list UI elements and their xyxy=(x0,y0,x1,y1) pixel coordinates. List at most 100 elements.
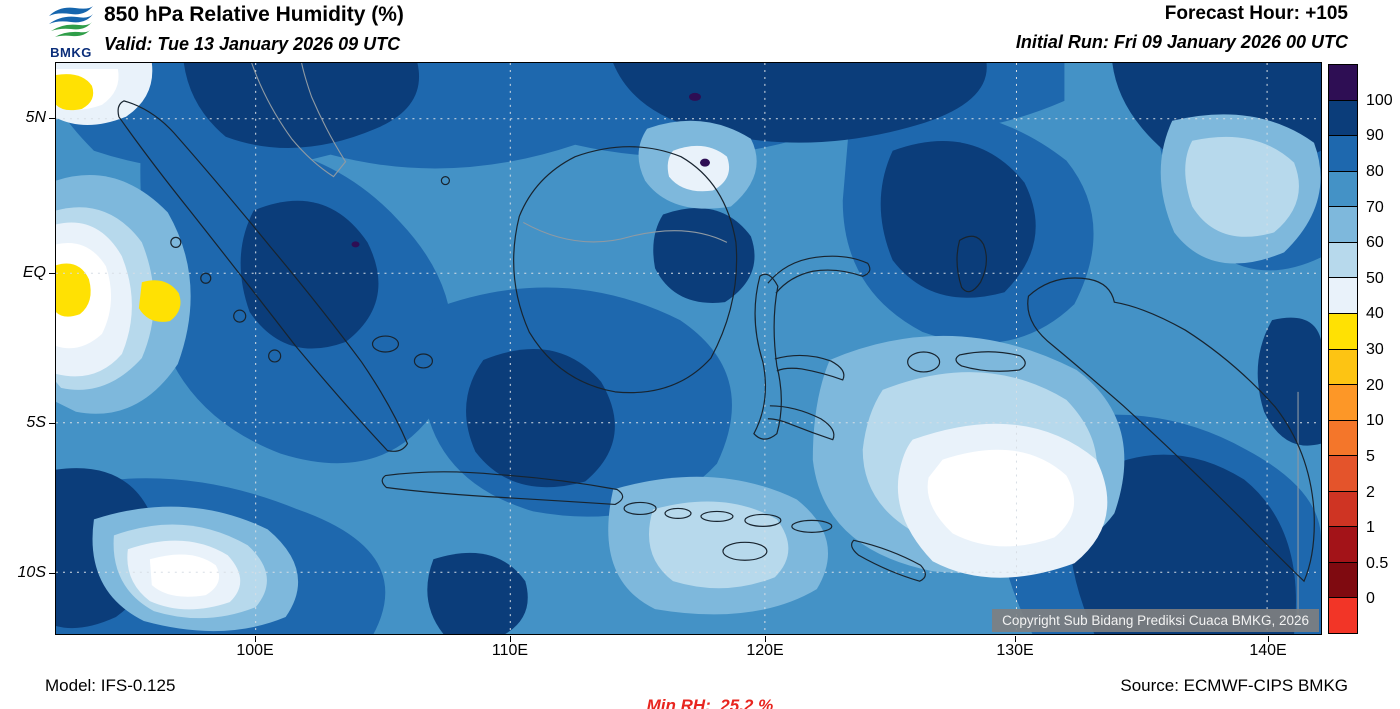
humidity-map: Copyright Sub Bidang Prediksi Cuaca BMKG… xyxy=(55,62,1322,635)
belitung-outline xyxy=(413,353,434,369)
valid-time: Valid: Tue 13 January 2026 09 UTC xyxy=(104,34,401,54)
copyright-notice: Copyright Sub Bidang Prediksi Cuaca BMKG… xyxy=(992,609,1319,632)
contour-blob xyxy=(1185,136,1299,237)
colorbar-labels: 100 90 80 70 60 50 40 30 20 10 5 2 1 0.5 0 xyxy=(1366,65,1400,635)
title-block: 850 hPa Relative Humidity (%) Valid: Tue… xyxy=(104,3,404,55)
sulawesi-north-arm xyxy=(767,255,871,294)
contour-blob xyxy=(56,263,91,317)
contour-blob xyxy=(138,280,181,322)
bali-outline xyxy=(623,501,657,516)
bmkg-logo: BMKG xyxy=(42,2,100,60)
axis-tick xyxy=(49,118,55,119)
nias-outline xyxy=(170,236,182,248)
bmkg-logo-icon xyxy=(49,6,93,37)
colorbar-tick-label: 70 xyxy=(1366,198,1384,216)
colorbar-segment xyxy=(1329,313,1357,350)
foreign-borders-layer xyxy=(251,63,1299,618)
colorbar-tick-label: 30 xyxy=(1366,341,1384,358)
colorbar-segment xyxy=(1329,456,1357,492)
contour-blob xyxy=(427,552,528,634)
run-block: Forecast Hour: +105 Initial Run: Fri 09 … xyxy=(1016,3,1348,53)
flores-outline xyxy=(744,513,782,527)
axis-tick xyxy=(510,636,511,642)
axis-tick xyxy=(765,636,766,642)
colorbar-tick-label: 0 xyxy=(1366,590,1375,608)
colorbar-tick-label: 1 xyxy=(1366,519,1375,537)
colorbar-tick-label: 20 xyxy=(1366,376,1384,394)
source-label: Source: ECMWF-CIPS BMKG xyxy=(1120,676,1348,695)
sumbawa-outline xyxy=(700,510,734,522)
contour-blob xyxy=(648,501,789,589)
x-tick-label-130e: 130E xyxy=(996,642,1034,659)
mentawai-outline xyxy=(268,349,282,363)
contour-blob xyxy=(1069,454,1296,634)
y-tick-label-5n: 5N xyxy=(25,109,46,126)
bangka-outline xyxy=(371,335,400,353)
papua-outline xyxy=(1027,277,1315,583)
colorbar-segment xyxy=(1329,171,1357,208)
sulawesi-outline xyxy=(753,273,782,440)
y-tick-label-10s: 10S xyxy=(17,564,46,581)
min-rh-value: Min RH: 25.2 % xyxy=(646,696,774,709)
mentawai-outline xyxy=(200,272,212,284)
colorbar-segment xyxy=(1329,349,1357,386)
colorbar-tick-label: 100 xyxy=(1366,91,1393,109)
colorbar-segment xyxy=(1329,278,1357,314)
contour-blob xyxy=(183,63,420,148)
colorbar-tick-label: 50 xyxy=(1366,269,1384,287)
model-label: Model: IFS-0.125 xyxy=(45,676,176,695)
contour-blob xyxy=(1257,317,1321,446)
borneo-outline xyxy=(513,146,738,394)
colorbar-segment xyxy=(1329,207,1357,243)
contour-blob xyxy=(699,158,710,167)
colorbar-segment xyxy=(1329,385,1357,421)
page-title: 850 hPa Relative Humidity (%) xyxy=(104,3,404,26)
seram-outline xyxy=(955,351,1026,372)
minmax-block: Min RH: 25.2 % | Max RH: 101.2 % xyxy=(618,676,781,709)
colorbar-segment xyxy=(1329,100,1357,137)
mentawai-outline xyxy=(233,309,247,323)
contour-blob xyxy=(56,74,94,111)
initial-run: Initial Run: Fri 09 January 2026 00 UTC xyxy=(1015,32,1348,52)
colorbar-tick-label: 60 xyxy=(1366,234,1384,252)
colorbar-segment xyxy=(1329,598,1357,633)
colorbar-tick-label: 40 xyxy=(1366,305,1384,323)
colorbar xyxy=(1328,64,1358,634)
colorbar-segment xyxy=(1329,527,1357,563)
contour-blob xyxy=(149,554,220,597)
sumatra-outline xyxy=(117,100,409,452)
natuna-outline xyxy=(440,176,450,186)
halmahera-outline xyxy=(956,235,987,293)
colorbar-segment xyxy=(1329,562,1357,599)
java-outline xyxy=(381,471,624,506)
x-tick-label-110e: 110E xyxy=(491,642,529,659)
contour-blob xyxy=(927,449,1075,547)
colorbar-wrap: 100 90 80 70 60 50 40 30 20 10 5 2 1 0.5 0 xyxy=(1328,64,1393,634)
buru-outline xyxy=(907,351,941,373)
x-tick-label-100e: 100E xyxy=(236,642,274,659)
rh-over-100-layer xyxy=(351,92,710,248)
sulawesi-east-arm xyxy=(774,354,845,381)
axis-tick xyxy=(1268,636,1269,642)
axis-tick xyxy=(1015,636,1016,642)
contour-blob xyxy=(688,92,701,101)
axis-tick xyxy=(49,273,55,274)
colorbar-segment xyxy=(1329,136,1357,172)
colorbar-segment xyxy=(1329,491,1357,528)
y-tick-label-5s: 5S xyxy=(26,414,46,431)
flores-east-outline xyxy=(791,519,833,533)
axis-tick xyxy=(255,636,256,642)
contour-blob xyxy=(351,241,360,248)
sulawesi-southeast-arm xyxy=(767,405,835,441)
colorbar-tick-label: 0.5 xyxy=(1366,554,1389,572)
forecast-hour: Forecast Hour: +105 xyxy=(1164,3,1348,24)
malay-peninsula-outline xyxy=(251,63,347,178)
contour-blob xyxy=(653,208,755,303)
axis-tick xyxy=(49,423,55,424)
colorbar-tick-label: 2 xyxy=(1366,483,1375,501)
lombok-outline xyxy=(664,507,692,520)
x-tick-label-140e: 140E xyxy=(1249,642,1287,659)
colorbar-segment xyxy=(1329,242,1357,279)
colorbar-tick-label: 90 xyxy=(1366,127,1384,145)
